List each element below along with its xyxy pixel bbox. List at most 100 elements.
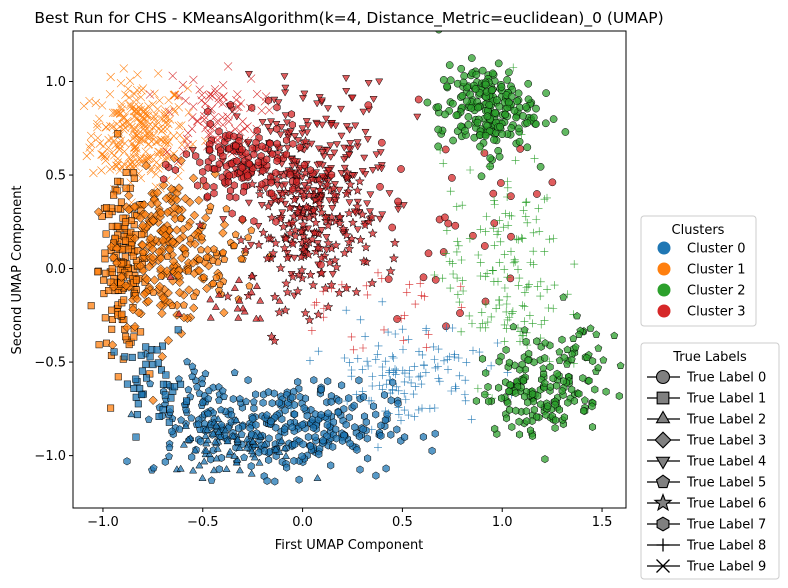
point-cluster3-label4 — [318, 173, 327, 181]
point-cluster0-label7 — [281, 406, 289, 415]
point-cluster1-label1 — [102, 269, 110, 277]
point-cluster3-label4 — [254, 222, 263, 230]
point-cluster1-label1 — [114, 373, 122, 381]
point-cluster3-label7 — [232, 193, 240, 202]
point-cluster3-label4 — [318, 149, 327, 157]
point-cluster1-label1 — [103, 204, 110, 212]
point-cluster3-label7 — [289, 185, 297, 194]
point-cluster2-label7 — [505, 358, 513, 367]
point-cluster2-label7 — [558, 386, 566, 395]
point-cluster3-label9 — [233, 90, 242, 99]
point-cluster3-label6 — [247, 178, 258, 189]
point-cluster3-label6 — [304, 314, 315, 325]
point-cluster3-label7 — [233, 156, 241, 166]
point-cluster1-label3 — [130, 321, 140, 332]
point-cluster0-label8 — [361, 332, 370, 341]
point-cluster0-label8 — [451, 382, 460, 391]
point-cluster3-label4 — [353, 198, 362, 206]
point-cluster1-label1 — [95, 341, 103, 349]
point-cluster3-label7 — [238, 145, 246, 154]
point-cluster3-label4 — [394, 206, 403, 214]
point-cluster0-label2 — [242, 443, 251, 451]
point-cluster1-label9 — [175, 130, 185, 140]
point-cluster3-label4 — [281, 84, 290, 92]
point-cluster2-label7 — [502, 414, 511, 423]
point-cluster3-label6 — [341, 229, 352, 240]
point-cluster1-label9 — [163, 139, 172, 148]
point-cluster3-label2 — [235, 296, 244, 304]
point-cluster1-label5 — [184, 267, 193, 275]
point-cluster2-label8 — [500, 250, 509, 259]
point-cluster0-label8 — [399, 345, 407, 354]
point-cluster1-label9 — [169, 104, 179, 114]
point-cluster0-label8 — [358, 365, 367, 374]
point-cluster0-label8 — [338, 434, 347, 443]
point-cluster2-label7 — [588, 402, 596, 411]
point-cluster0-label7 — [342, 420, 350, 429]
point-cluster1-label9 — [133, 70, 142, 79]
point-cluster2-label7 — [515, 417, 523, 426]
point-cluster3-label4 — [283, 144, 292, 152]
point-cluster0-label8 — [400, 377, 409, 386]
point-cluster1-label3 — [163, 335, 174, 346]
point-cluster0-label5 — [146, 379, 154, 388]
point-cluster2-label8 — [476, 323, 485, 332]
point-cluster1-label5 — [230, 241, 239, 250]
point-cluster1-label3 — [162, 266, 172, 276]
point-cluster1-label9 — [116, 136, 126, 145]
point-cluster3-label4 — [345, 199, 354, 207]
point-cluster1-label3 — [168, 237, 178, 247]
point-cluster0-label5 — [237, 430, 246, 438]
point-cluster1-label9 — [151, 109, 160, 119]
label-legend-marker — [656, 538, 670, 552]
point-cluster2-label8 — [487, 312, 496, 321]
point-cluster1-label3 — [176, 155, 186, 166]
point-cluster0-label1 — [142, 360, 150, 368]
point-cluster0-label5 — [220, 392, 228, 401]
point-cluster2-label0 — [529, 113, 538, 122]
point-cluster1-label3 — [144, 262, 154, 272]
point-cluster2-label7 — [580, 406, 588, 415]
point-cluster2-label0 — [494, 59, 503, 68]
point-cluster3-label7 — [192, 151, 200, 161]
point-cluster3-label2 — [234, 313, 243, 321]
point-cluster0-label1 — [183, 397, 190, 405]
point-cluster1-label3 — [148, 216, 158, 226]
label-legend-label: True Label 5 — [686, 476, 766, 491]
label-legend-marker — [655, 369, 671, 385]
point-cluster2-label8 — [481, 272, 490, 281]
point-cluster3-label7 — [196, 158, 204, 167]
point-cluster2-label8 — [482, 212, 491, 221]
point-cluster0-label8 — [467, 415, 476, 424]
point-cluster0-label8 — [445, 352, 454, 361]
point-cluster3-label7 — [230, 181, 238, 190]
point-cluster3-label6 — [338, 223, 349, 234]
point-cluster3-label4 — [230, 165, 239, 173]
point-cluster3-label4 — [360, 154, 369, 162]
point-cluster2-label7 — [526, 426, 535, 435]
point-cluster3-label7 — [199, 167, 207, 176]
point-cluster0-label8 — [388, 352, 397, 361]
point-cluster3-label7 — [226, 192, 234, 202]
point-cluster3-label6 — [331, 261, 342, 272]
point-cluster3-label0 — [317, 260, 325, 269]
point-cluster1-label5 — [195, 255, 204, 264]
point-cluster0-label7 — [283, 463, 291, 472]
point-cluster1-label9 — [125, 100, 135, 109]
point-cluster1-label9 — [108, 108, 118, 118]
point-cluster3-label0 — [451, 221, 460, 230]
point-cluster2-label5 — [555, 356, 564, 364]
point-cluster3-label4 — [342, 123, 351, 131]
y-tick-label: 0.0 — [45, 262, 66, 277]
x-tick-label: −1.0 — [87, 515, 119, 530]
point-cluster3-label6 — [389, 237, 401, 248]
point-cluster3-label6 — [222, 291, 233, 301]
point-cluster1-label9 — [104, 135, 113, 145]
point-cluster3-label6 — [323, 237, 334, 248]
point-cluster2-label8 — [507, 212, 516, 220]
point-cluster0-label8 — [444, 365, 452, 374]
point-cluster2-label7 — [533, 337, 541, 346]
point-cluster0-label8 — [345, 358, 354, 367]
point-cluster0-label7 — [335, 396, 343, 405]
point-cluster0-label5 — [249, 397, 258, 406]
